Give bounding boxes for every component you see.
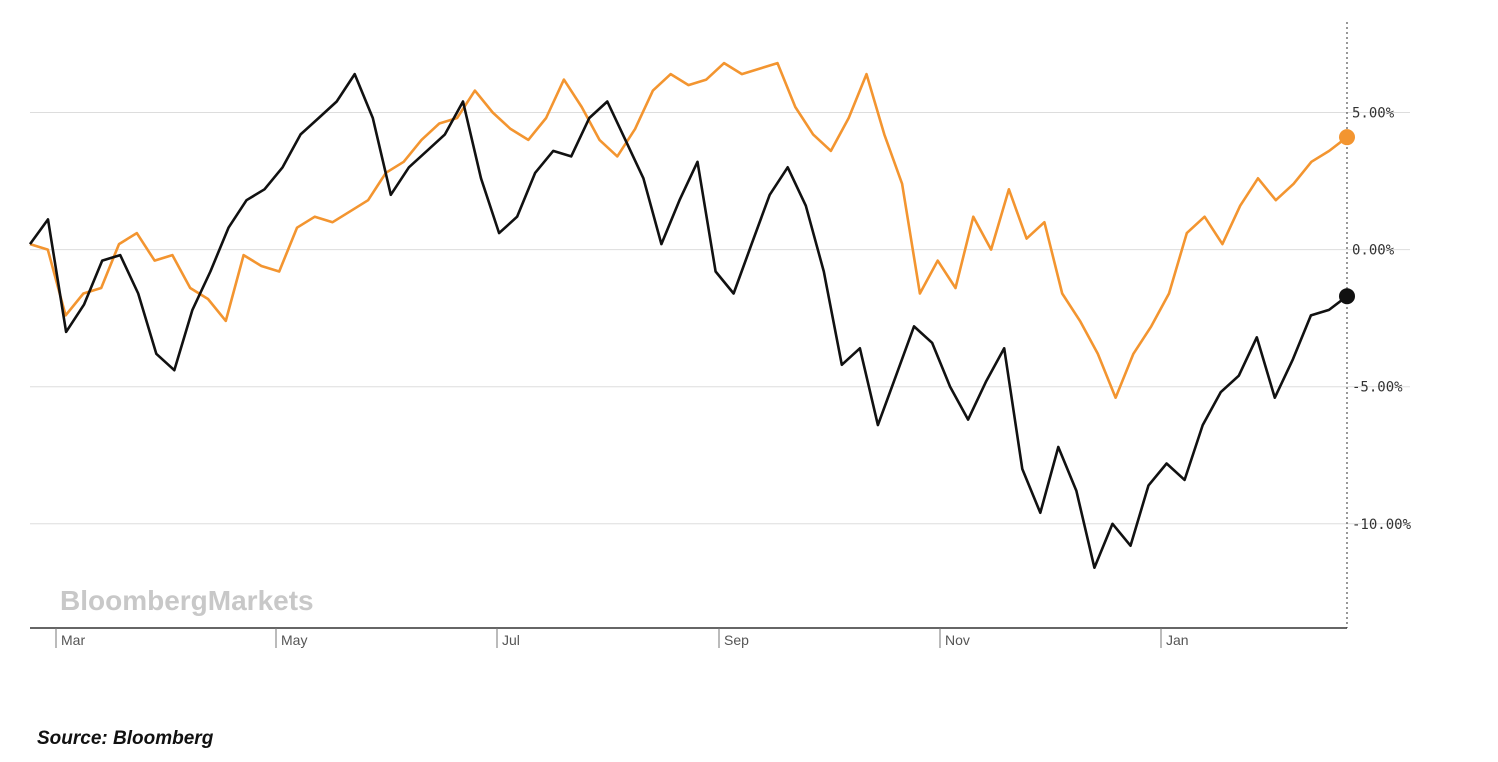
x-tick-labels: Mar May Jul Sep Nov Jan: [55, 628, 1189, 648]
y-tick-label: 5.00%: [1352, 105, 1395, 121]
series-endpoints: [1339, 129, 1355, 305]
x-tick-label: May: [281, 632, 307, 648]
series-lines: [28, 61, 1348, 570]
y-tick-label: -10.00%: [1352, 517, 1412, 533]
bloomberg-watermark: BloombergMarkets: [60, 585, 314, 616]
watermark-group: BloombergMarkets: [60, 585, 314, 616]
series-endpoint-1: [1339, 288, 1355, 305]
x-tick-label: Nov: [945, 632, 970, 648]
x-tick-label: Mar: [61, 632, 85, 648]
source-note: Source: Bloomberg: [37, 728, 214, 749]
x-tick-label: Jan: [1166, 632, 1189, 648]
y-tick-labels: 5.00% 0.00% -5.00% -10.00%: [1352, 105, 1412, 532]
x-tick-label: Sep: [724, 632, 749, 648]
series-line-1: [28, 72, 1348, 570]
gridlines: [30, 111, 1410, 525]
x-tick-label: Jul: [502, 632, 520, 648]
series-endpoint-0: [1339, 129, 1355, 146]
y-tick-label: -5.00%: [1352, 380, 1403, 396]
y-tick-label: 0.00%: [1352, 243, 1395, 259]
series-line-0: [29, 61, 1348, 400]
line-chart: BloombergMarkets 5.00% 0.00% -5.00% -10.00%…: [28, 22, 1412, 648]
